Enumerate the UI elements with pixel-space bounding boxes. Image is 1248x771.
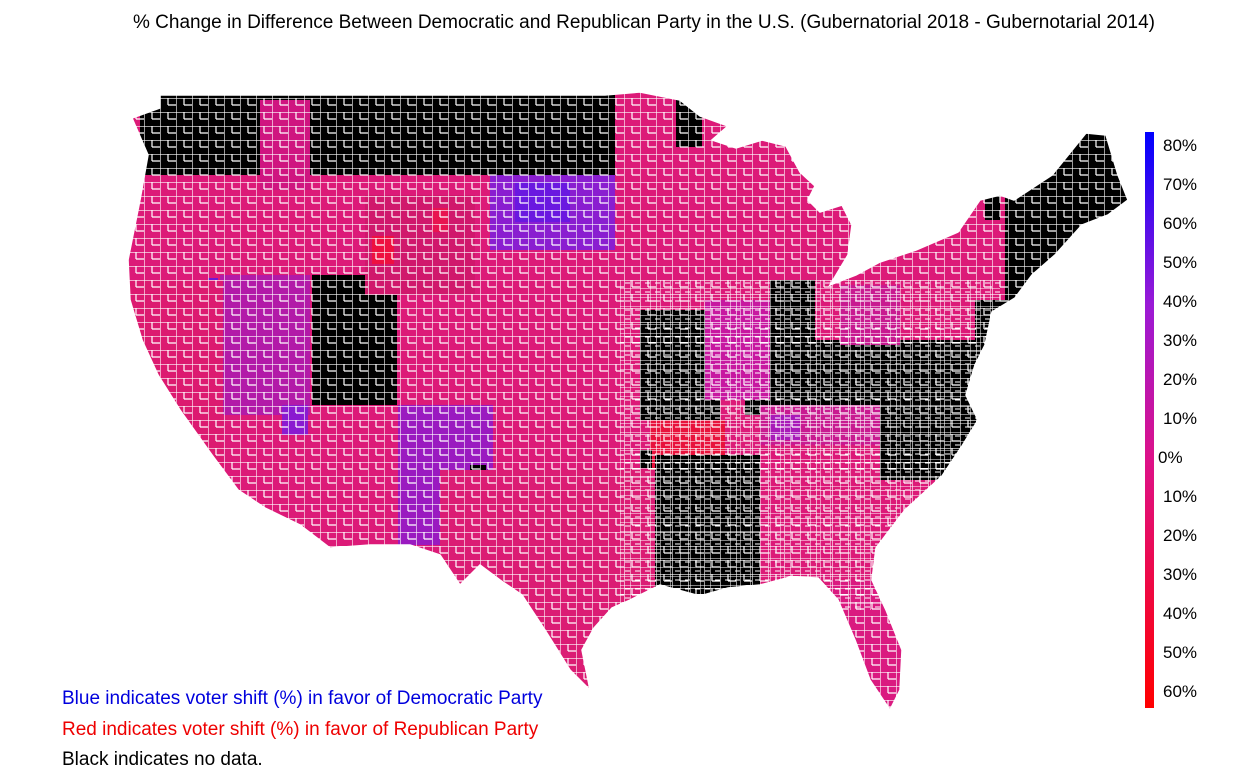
legend-tick-label: 40%: [1163, 292, 1198, 311]
legend-tick-label: 50%: [1163, 253, 1198, 272]
legend-tick-label: 20%: [1163, 526, 1198, 545]
legend-tick-label: 30%: [1163, 565, 1198, 584]
legend-tick-label: 60%: [1163, 214, 1198, 233]
legend-tick-label: 30%: [1163, 331, 1198, 350]
legend-tick-label: 40%: [1163, 604, 1198, 623]
note-democratic-shift: Blue indicates voter shift (%) in favor …: [62, 688, 543, 709]
note-republican-shift: Red indicates voter shift (%) in favor o…: [62, 719, 539, 740]
legend-tick-label: 80%: [1163, 136, 1198, 155]
legend-tick-label: 50%: [1163, 643, 1198, 662]
county-borders-east: [620, 280, 1000, 610]
note-no-data: Black indicates no data.: [62, 749, 263, 770]
us-outline: [127, 91, 1129, 712]
legend-tick-label: 0%: [1158, 448, 1183, 467]
legend-tick-label: 10%: [1163, 409, 1198, 428]
map-title: % Change in Difference Between Democrati…: [133, 12, 1155, 33]
legend-tick-label: 70%: [1163, 175, 1198, 194]
legend-tick-label: 20%: [1163, 370, 1198, 389]
legend-color-bar: [1145, 132, 1154, 708]
legend-tick-label: 10%: [1163, 487, 1198, 506]
legend-tick-label: 60%: [1163, 682, 1198, 701]
